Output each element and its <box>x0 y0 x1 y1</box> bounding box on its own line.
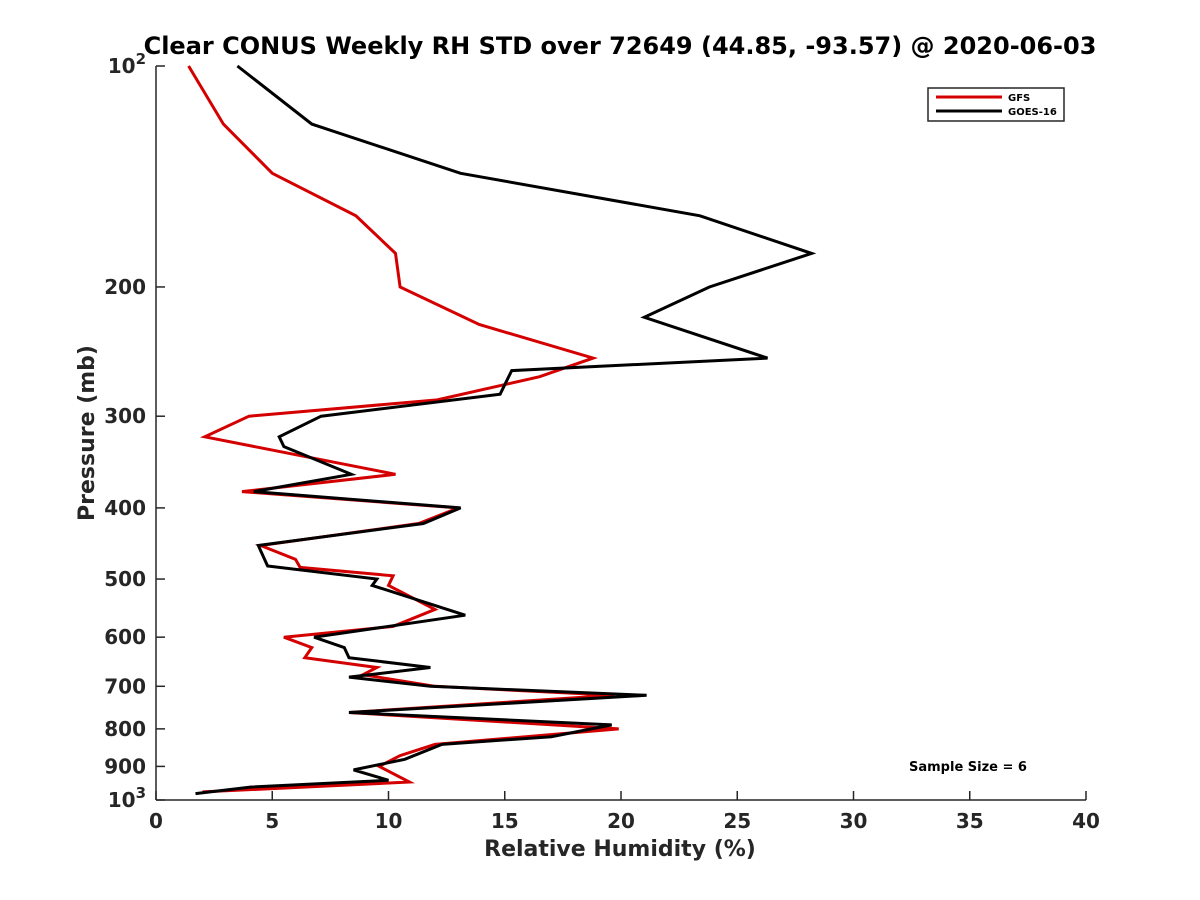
y-tick-base: 10 <box>108 54 136 78</box>
y-tick-label: 300 <box>104 404 146 428</box>
x-tick-label: 35 <box>956 809 984 833</box>
y-tick-label: 500 <box>104 567 146 591</box>
y-tick-label: 700 <box>104 674 146 698</box>
y-tick-label: 200 <box>104 275 146 299</box>
y-tick-base: 800 <box>104 717 146 741</box>
sample-size-annotation: Sample Size = 6 <box>909 760 1027 775</box>
series-group <box>187 64 817 796</box>
legend-box <box>927 87 1065 122</box>
x-ticks: 0 5 10 15 20 25 30 35 40 <box>149 791 1100 833</box>
y-axis-label: Pressure (mb) <box>75 345 100 521</box>
y-tick-label: 800 <box>104 717 146 741</box>
axes <box>155 66 1086 801</box>
y-tick-label: 600 <box>104 625 146 649</box>
y-tick-label: 103 <box>108 784 146 812</box>
y-tick-base: 300 <box>104 404 146 428</box>
x-tick-label: 10 <box>375 809 403 833</box>
y-tick-exponent: 2 <box>136 50 146 68</box>
x-tick-label: 0 <box>149 809 163 833</box>
y-tick-exponent: 3 <box>136 784 146 802</box>
y-tick-base: 400 <box>104 496 146 520</box>
legend: GFS GOES-16 <box>927 87 1065 122</box>
y-tick-base: 600 <box>104 625 146 649</box>
y-tick-label: 900 <box>104 754 146 778</box>
x-tick-label: 15 <box>491 809 519 833</box>
y-tick-label: 400 <box>104 496 146 520</box>
legend-label-goes16: GOES-16 <box>1008 107 1057 118</box>
chart-title: Clear CONUS Weekly RH STD over 72649 (44… <box>144 32 1097 60</box>
y-tick-label: 102 <box>108 50 146 78</box>
x-tick-label: 5 <box>265 809 279 833</box>
y-tick-base: 200 <box>104 275 146 299</box>
legend-label-gfs: GFS <box>1008 93 1030 104</box>
y-tick-base: 700 <box>104 674 146 698</box>
x-axis-label: Relative Humidity (%) <box>484 837 756 862</box>
y-tick-base: 900 <box>104 754 146 778</box>
x-tick-label: 20 <box>607 809 635 833</box>
y-tick-base: 500 <box>104 567 146 591</box>
series-line-goes16 <box>195 64 817 796</box>
y-tick-base: 10 <box>108 788 136 812</box>
x-tick-label: 40 <box>1072 809 1100 833</box>
x-tick-label: 25 <box>723 809 751 833</box>
x-tick-label: 30 <box>840 809 868 833</box>
